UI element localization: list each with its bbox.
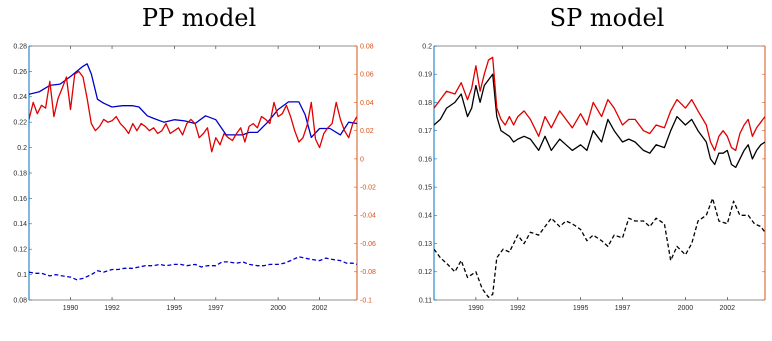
- left-y-tick-label: 0.19: [418, 72, 432, 79]
- x-tick-label: 2002: [720, 305, 736, 312]
- x-tick-label: 1990: [468, 305, 484, 312]
- x-tick-label: 1992: [104, 305, 120, 312]
- plot-area: [434, 56, 765, 298]
- left-y-tick-label: 0.14: [418, 213, 432, 220]
- right-y-tick-label: -0.08: [360, 269, 376, 276]
- right-y-tick-label: 0.06: [360, 72, 374, 79]
- chart-pp-model: PP model 0.28 0.26 0.24 0.22 0.2 0.18 0.16 0.14…: [13, 4, 376, 312]
- series-line-1: [29, 63, 357, 139]
- right-y-tick-label: -0.02: [360, 185, 376, 192]
- series-line-2: [434, 56, 765, 152]
- x-tick-label: 2002: [312, 305, 328, 312]
- right-y-tick-label: -0.06: [360, 241, 376, 248]
- left-y-tick-label: 0.17: [418, 128, 432, 135]
- left-y-tick-label: 0.11: [419, 297, 432, 304]
- left-y-tick-label: 0.13: [418, 241, 432, 248]
- series-line-2: [29, 70, 357, 153]
- x-tick-label: 1995: [167, 305, 183, 312]
- left-y-tick-label: 0.14: [13, 221, 27, 228]
- chart-title: SP model: [550, 4, 665, 32]
- series-line-3-dashed: [29, 256, 357, 281]
- left-y-tick-label: 0.2: [17, 145, 27, 152]
- left-y-tick-label: 0.24: [13, 94, 27, 101]
- right-y-tick-label: 0.02: [360, 128, 374, 135]
- x-tick-label: 2000: [270, 305, 286, 312]
- left-y-tick-label: 0.12: [13, 247, 27, 254]
- right-y-tick-label: -0.04: [360, 213, 376, 220]
- left-y-tick-label: 0.08: [13, 297, 27, 304]
- series-line-1: [434, 73, 765, 169]
- right-y-tick-label: 0.04: [360, 100, 374, 107]
- x-tick-label: 1997: [208, 305, 224, 312]
- x-tick-label: 1997: [615, 305, 631, 312]
- left-y-tick-label: 0.18: [13, 170, 27, 177]
- left-y-tick-label: 0.15: [418, 185, 432, 192]
- chart-title: PP model: [142, 4, 256, 32]
- x-tick-label: 1992: [510, 305, 526, 312]
- left-y-tick-label: 0.16: [13, 196, 27, 203]
- chart-sp-model: SP model 0.2 0.19 0.18 0.17 0.16 0.15 0.14 0.13…: [418, 4, 766, 312]
- left-y-tick-label: 0.12: [418, 269, 432, 276]
- left-y-tick-label: 0.1: [17, 272, 27, 279]
- left-y-tick-label: 0.26: [13, 69, 27, 76]
- series-line-3-dashed: [434, 197, 765, 298]
- plot-area: [29, 63, 357, 281]
- left-y-tick-label: 0.28: [13, 43, 27, 50]
- left-y-tick-label: 0.18: [418, 100, 432, 107]
- x-tick-label: 1990: [63, 305, 79, 312]
- right-y-tick-label: 0.08: [360, 43, 374, 50]
- x-tick-label: 1995: [573, 305, 589, 312]
- x-tick-label: 2000: [678, 305, 694, 312]
- right-y-tick-label: 0: [360, 156, 364, 163]
- right-y-tick-label: -0.1: [360, 297, 372, 304]
- left-y-tick-label: 0.22: [13, 120, 27, 127]
- left-y-tick-label: 0.16: [418, 156, 432, 163]
- left-y-tick-label: 0.2: [422, 43, 432, 50]
